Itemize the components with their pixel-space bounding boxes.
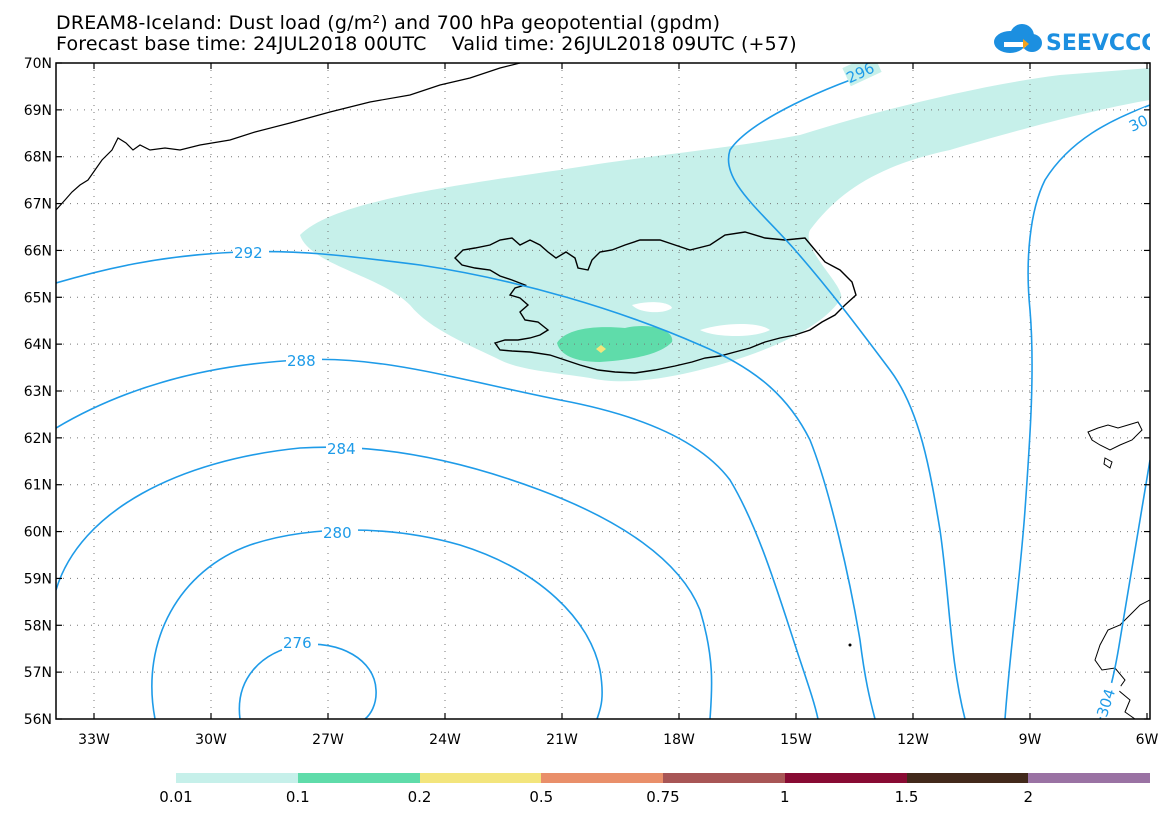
colorbar-label: 0.75 <box>646 788 680 806</box>
contour-288 <box>56 358 819 719</box>
colorbar-swatch <box>1028 773 1150 783</box>
lat-label: 68N <box>24 150 52 166</box>
lat-label: 56N <box>24 712 52 728</box>
colorbar-swatch <box>419 773 542 783</box>
lon-label: 27W <box>312 732 344 748</box>
lat-label: 63N <box>24 384 52 400</box>
lat-label: 60N <box>24 525 52 541</box>
lon-label: 9W <box>1019 732 1042 748</box>
lon-label: 30W <box>195 732 227 748</box>
colorbar-swatch <box>784 773 907 783</box>
lat-label: 67N <box>24 197 52 213</box>
lon-label: 15W <box>780 732 812 748</box>
logo-text: SEEVCCC <box>1046 31 1150 56</box>
colorbar-swatch <box>176 773 298 783</box>
lat-label: 62N <box>24 431 52 447</box>
contour-280 <box>151 529 603 719</box>
lat-label: 58N <box>24 618 52 634</box>
contour-label-292: 292 <box>234 244 263 262</box>
colorbar-swatch <box>297 773 420 783</box>
colorbar-label: 0.01 <box>159 788 193 806</box>
colorbar-label: 1.5 <box>894 788 919 806</box>
lat-label: 66N <box>24 243 52 259</box>
lon-label: 12W <box>897 732 929 748</box>
colorbar-label: 2 <box>1023 788 1034 806</box>
map-subtitle: Forecast base time: 24JUL2018 00UTC Vali… <box>56 33 797 55</box>
scotland-coastline <box>1094 599 1150 719</box>
contour-label-288: 288 <box>287 352 316 370</box>
lat-label: 64N <box>24 337 52 353</box>
seevccc-logo: SEEVCCC <box>994 24 1150 56</box>
geopotential-contours <box>56 69 1150 719</box>
dust-plume-high <box>596 345 606 353</box>
lat-label: 65N <box>24 290 52 306</box>
latitude-labels: 70N 69N 68N 67N 66N 65N 64N 63N 62N 61N 60N 59N 58N 5… <box>24 56 52 728</box>
contour-labels: 296 30 292 288 284 280 276 304 <box>233 63 1151 719</box>
colorbar-label: 1 <box>779 788 790 806</box>
contour-label-284: 284 <box>327 440 356 458</box>
colorbar-label: 0.5 <box>529 788 554 806</box>
contour-label-276: 276 <box>283 634 312 652</box>
contour-label-300: 30 <box>1126 111 1151 135</box>
graticule <box>56 63 1150 719</box>
contour-300 <box>1004 104 1150 719</box>
contour-296 <box>727 69 966 719</box>
colorbar-label: 0.1 <box>285 788 310 806</box>
colorbar-swatch <box>541 773 663 783</box>
cloud-icon <box>994 24 1042 53</box>
contour-label-280: 280 <box>323 524 352 542</box>
greenland-coastline <box>56 63 521 211</box>
contour-276 <box>238 643 377 719</box>
lat-label: 61N <box>24 478 52 494</box>
colorbar-swatch <box>663 773 785 783</box>
faroe-islands <box>1087 421 1143 469</box>
lat-label: 57N <box>24 665 52 681</box>
colorbar <box>176 773 1150 783</box>
colorbar-label: 0.2 <box>407 788 432 806</box>
dust-plume-low <box>300 68 1150 382</box>
lon-label: 21W <box>546 732 578 748</box>
colorbar-swatch <box>906 773 1029 783</box>
contour-284 <box>56 446 713 719</box>
map-title: DREAM8-Iceland: Dust load (g/m²) and 700… <box>56 12 721 34</box>
contour-label-304: 304 <box>1093 686 1119 719</box>
lat-label: 70N <box>24 56 52 72</box>
lat-label: 59N <box>24 571 52 587</box>
lon-label: 24W <box>429 732 461 748</box>
lon-label: 33W <box>78 732 110 748</box>
lat-label: 69N <box>24 103 52 119</box>
dust-plume-mid <box>557 325 673 362</box>
lon-label: 6W <box>1136 732 1159 748</box>
longitude-labels: 33W 30W 27W 24W 21W 18W 15W 12W 9W 6W <box>78 732 1158 748</box>
lon-label: 18W <box>663 732 695 748</box>
